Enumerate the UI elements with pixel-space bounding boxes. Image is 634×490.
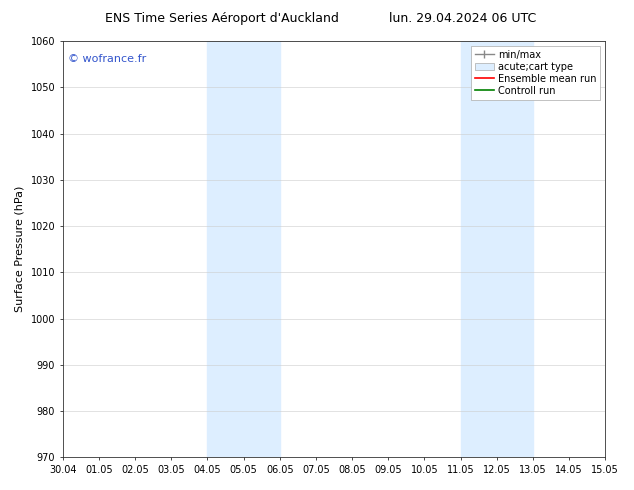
Y-axis label: Surface Pressure (hPa): Surface Pressure (hPa) (15, 186, 25, 313)
Bar (207, 41, 280, 457)
Bar (460, 41, 533, 457)
Text: © wofrance.fr: © wofrance.fr (68, 53, 146, 64)
Legend: min/max, acute;cart type, Ensemble mean run, Controll run: min/max, acute;cart type, Ensemble mean … (470, 46, 600, 99)
Text: lun. 29.04.2024 06 UTC: lun. 29.04.2024 06 UTC (389, 12, 536, 25)
Text: ENS Time Series Aéroport d'Auckland: ENS Time Series Aéroport d'Auckland (105, 12, 339, 25)
